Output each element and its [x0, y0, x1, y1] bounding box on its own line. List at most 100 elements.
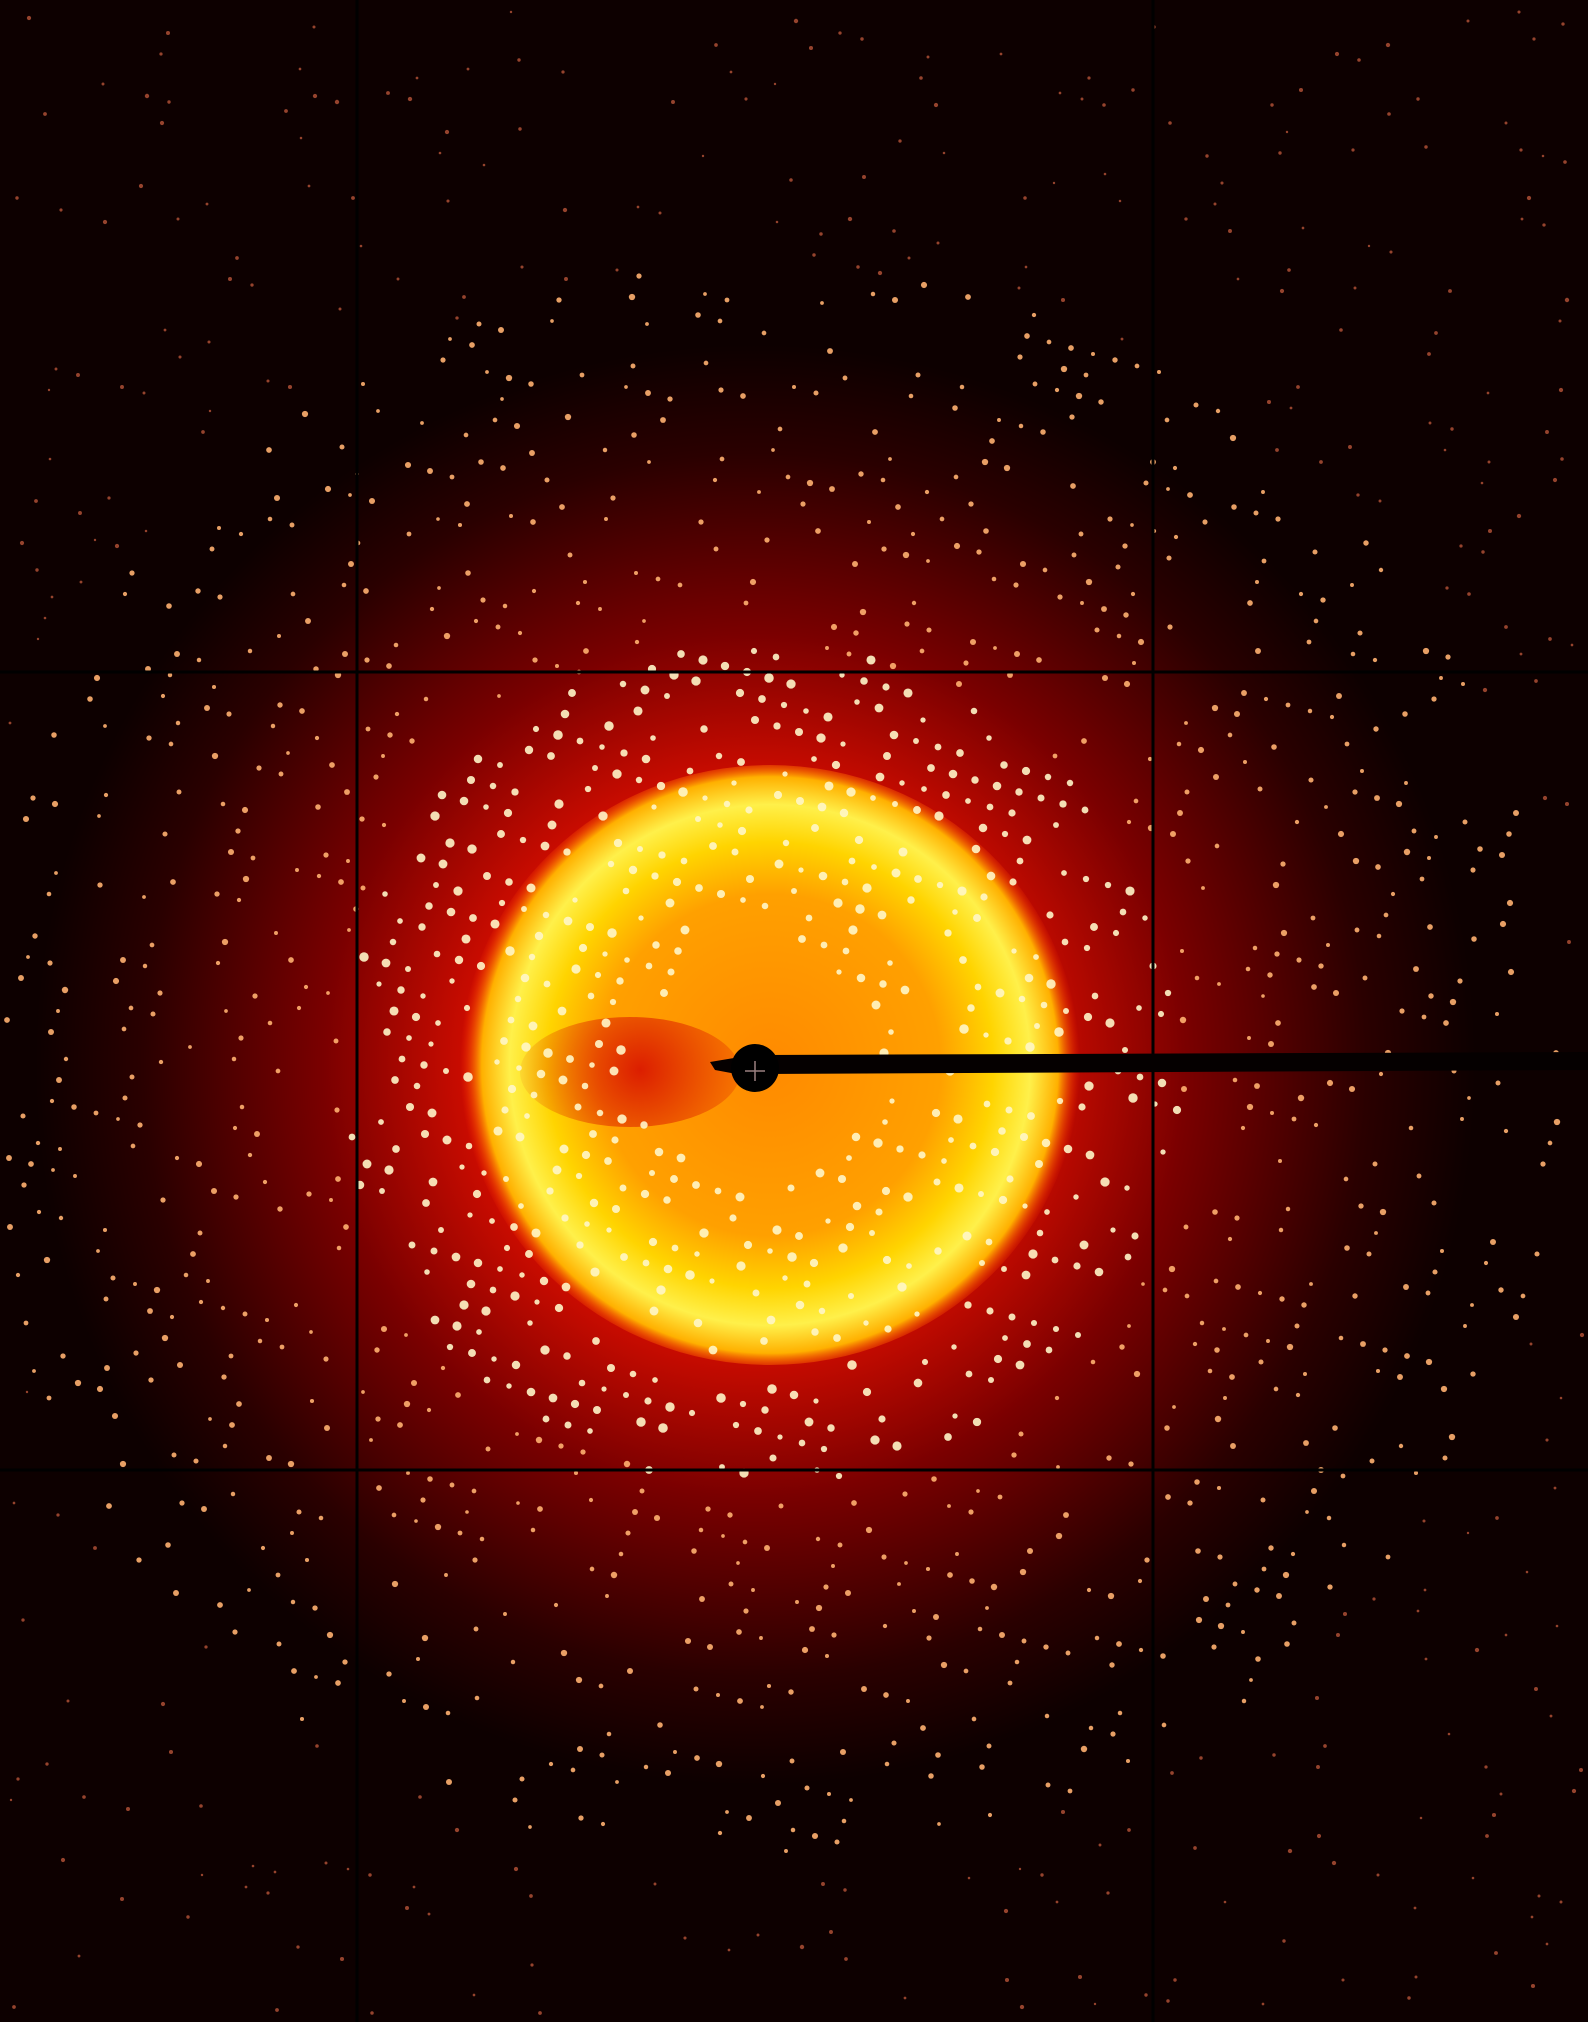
diffraction-spot [543, 980, 551, 988]
diffraction-spot [196, 657, 202, 663]
diffraction-spot [702, 795, 708, 801]
diffraction-spot [872, 429, 878, 435]
diffraction-spot [577, 1746, 583, 1752]
diffraction-spot [228, 1353, 234, 1359]
diffraction-spot [1058, 91, 1062, 95]
diffraction-spot [479, 1536, 485, 1542]
diffraction-spot [373, 774, 379, 780]
diffraction-spot [575, 600, 581, 606]
diffraction-spot [1142, 915, 1148, 921]
diffraction-spot [264, 1317, 270, 1323]
diffraction-spot [920, 281, 928, 289]
diffraction-spot [1374, 1231, 1378, 1235]
diffraction-spot [506, 1383, 512, 1389]
diffraction-spot [596, 1109, 604, 1117]
diffraction-spot [852, 561, 858, 567]
diffraction-spot [935, 1752, 941, 1758]
diffraction-spot [1243, 1332, 1249, 1338]
diffraction-spot [1287, 1848, 1293, 1854]
diffraction-spot [532, 657, 538, 663]
diffraction-spot [74, 1379, 82, 1387]
diffraction-spot [1378, 499, 1382, 503]
diffraction-spot [1383, 912, 1389, 918]
diffraction-spot [398, 1055, 406, 1063]
diffraction-spot [1109, 1662, 1115, 1668]
diffraction-spot [914, 875, 922, 883]
diffraction-spot [1310, 1487, 1318, 1495]
diffraction-spot [162, 831, 168, 837]
diffraction-spot [979, 1260, 985, 1266]
diffraction-spot [594, 1039, 604, 1049]
diffraction-spot [1372, 657, 1378, 663]
diffraction-spot [813, 1398, 819, 1404]
diffraction-spot [841, 878, 849, 886]
diffraction-spot [430, 1247, 438, 1255]
diffraction-spot [761, 902, 769, 910]
diffraction-spot [163, 328, 167, 332]
diffraction-spot [933, 1178, 941, 1186]
diffraction-spot [719, 1464, 725, 1470]
diffraction-spot [1059, 800, 1067, 808]
diffraction-spot [907, 896, 915, 904]
diffraction-spot [1419, 876, 1425, 882]
diffraction-spot [384, 1165, 394, 1175]
diffraction-spot [739, 1400, 747, 1408]
diffraction-spot [953, 542, 961, 550]
diffraction-spot [1407, 1996, 1411, 2000]
diffraction-spot [620, 1253, 628, 1261]
diffraction-spot [430, 1315, 440, 1325]
diffraction-spot [623, 1460, 631, 1468]
diffraction-spot [256, 765, 262, 771]
diffraction-spot [1106, 1891, 1110, 1895]
diffraction-spot [1494, 1951, 1498, 1955]
diffraction-spot [851, 1500, 857, 1506]
diffraction-spot [1477, 846, 1483, 852]
diffraction-spot [1217, 1622, 1225, 1630]
diffraction-spot [619, 680, 627, 688]
diffraction-spot [1460, 1117, 1464, 1121]
diffraction-spot [1007, 672, 1013, 678]
diffraction-spot [799, 1944, 805, 1950]
diffraction-spot [1094, 1267, 1104, 1277]
diffraction-spot [66, 1699, 70, 1703]
diffraction-spot [1124, 1253, 1132, 1261]
diffraction-spot [1507, 968, 1515, 976]
diffraction-spot [1046, 979, 1056, 989]
diffraction-spot [592, 1337, 600, 1345]
diffraction-spot [1137, 1578, 1143, 1584]
diffraction-spot [983, 1032, 989, 1038]
diffraction-spot [389, 938, 397, 946]
diffraction-spot [1094, 1635, 1100, 1641]
diffraction-spot [467, 844, 477, 854]
diffraction-spot [854, 699, 860, 705]
diffraction-spot [862, 883, 872, 893]
diffraction-spot [1564, 297, 1570, 303]
diffraction-spot [1101, 674, 1109, 682]
diffraction-spot [201, 430, 205, 434]
diffraction-spot [1167, 624, 1173, 630]
diffraction-spot [764, 1545, 770, 1551]
diffraction-spot [793, 18, 799, 24]
diffraction-spot [239, 1104, 245, 1110]
diffraction-spot [1282, 1939, 1286, 1943]
diffraction-spot [1037, 794, 1045, 802]
diffraction-spot [102, 219, 108, 225]
diffraction-spot [539, 1276, 549, 1286]
diffraction-spot [997, 1494, 1003, 1500]
diffraction-spot [423, 696, 429, 702]
diffraction-spot [1194, 975, 1200, 981]
diffraction-spot [490, 919, 500, 929]
diffraction-spot [1352, 789, 1358, 795]
diffraction-spot [677, 582, 683, 588]
diffraction-spot [1338, 1335, 1344, 1341]
diffraction-spot [1116, 633, 1122, 639]
diffraction-spot [440, 357, 446, 363]
diffraction-spot [772, 653, 780, 661]
diffraction-spot [831, 1564, 835, 1568]
diffraction-spot [434, 1523, 442, 1531]
diffraction-spot [437, 790, 447, 800]
diffraction-spot [1318, 963, 1324, 969]
diffraction-spot [602, 447, 608, 453]
diffraction-spot [861, 1686, 867, 1692]
diffraction-spot [1424, 1657, 1428, 1661]
